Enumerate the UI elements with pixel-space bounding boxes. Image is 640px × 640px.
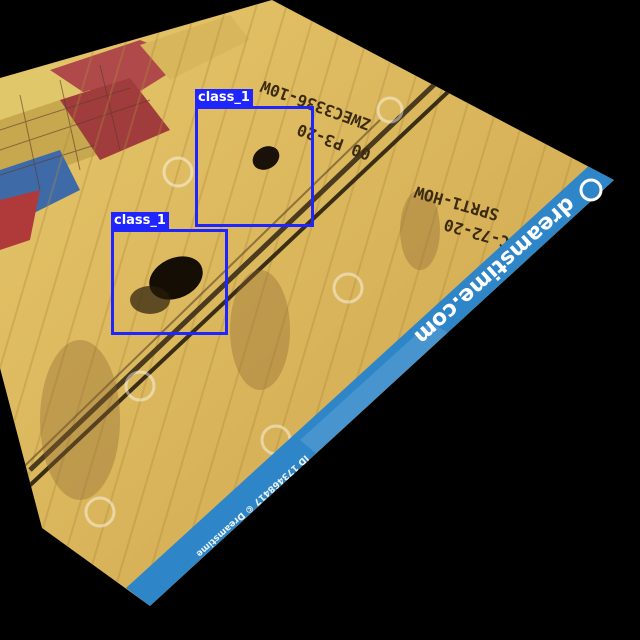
watermark-band	[126, 163, 614, 606]
dreamstime-logo-icon	[579, 178, 603, 202]
rust-streaks	[40, 190, 440, 500]
detection-label-1: class_1	[195, 89, 253, 106]
door-rails	[0, 58, 462, 492]
detection-box-1	[195, 106, 314, 227]
detection-label-2: class_1	[111, 212, 169, 229]
damage-holes	[130, 146, 280, 314]
detection-box-2	[111, 229, 228, 335]
